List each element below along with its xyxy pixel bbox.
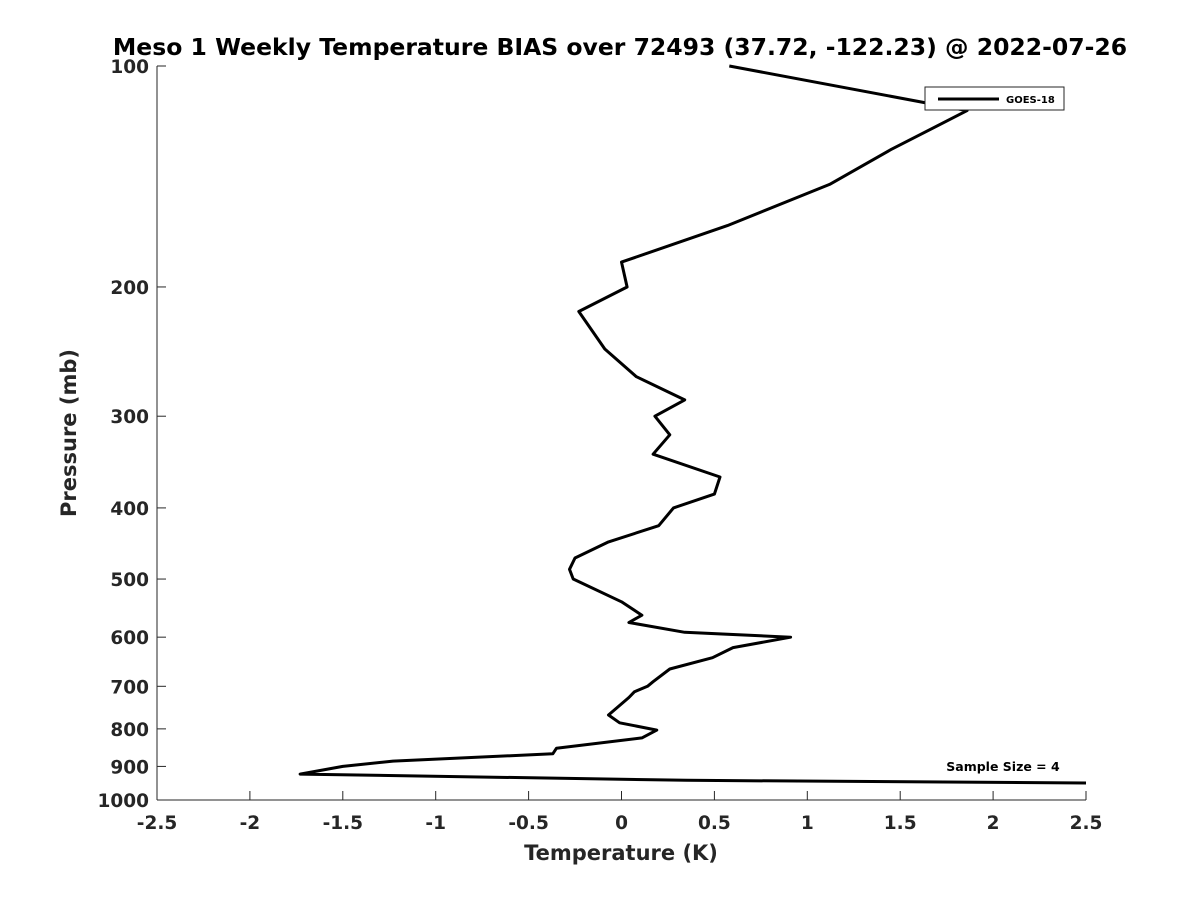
x-tick-label: -0.5 [508, 813, 548, 834]
legend: GOES-18 [924, 86, 1065, 111]
x-tick-label: 1 [801, 813, 814, 834]
x-tick-label: -1.5 [323, 813, 363, 834]
x-ticks: -2.5 -2 -1.5 -1 -0.5 0 0.5 1 1.5 2 2.5 [137, 791, 1103, 834]
x-tick-label: 0 [615, 813, 628, 834]
y-tick-label: 1000 [98, 791, 150, 812]
axes [156, 66, 1086, 801]
chart-title: Meso 1 Weekly Temperature BIAS over 7249… [113, 33, 1127, 61]
y-axis-label: Pressure (mb) [57, 349, 81, 517]
x-tick-label: 1.5 [884, 813, 917, 834]
y-tick-label: 200 [110, 278, 149, 299]
x-tick-label: 0.5 [698, 813, 731, 834]
sample-size-annotation: Sample Size = 4 [946, 759, 1060, 774]
x-axis-label: Temperature (K) [524, 841, 718, 865]
y-tick-label: 800 [110, 720, 149, 741]
x-tick-label: 2.5 [1070, 813, 1103, 834]
x-tick-label: 2 [987, 813, 1000, 834]
x-tick-label: -2.5 [137, 813, 177, 834]
y-tick-label: 900 [110, 757, 149, 778]
y-tick-label: 400 [110, 499, 149, 520]
y-tick-label: 700 [110, 677, 149, 698]
y-tick-label: 300 [110, 407, 149, 428]
series-line [298, 64, 1087, 785]
y-tick-label: 600 [110, 628, 149, 649]
series-group [298, 64, 1087, 785]
x-tick-label: -2 [240, 813, 261, 834]
legend-label: GOES-18 [1006, 95, 1055, 106]
y-tick-label: 100 [110, 57, 149, 78]
y-tick-label: 500 [110, 570, 149, 591]
y-ticks: 100 200 300 400 500 600 700 800 900 1000 [98, 57, 166, 812]
x-tick-label: -1 [425, 813, 446, 834]
